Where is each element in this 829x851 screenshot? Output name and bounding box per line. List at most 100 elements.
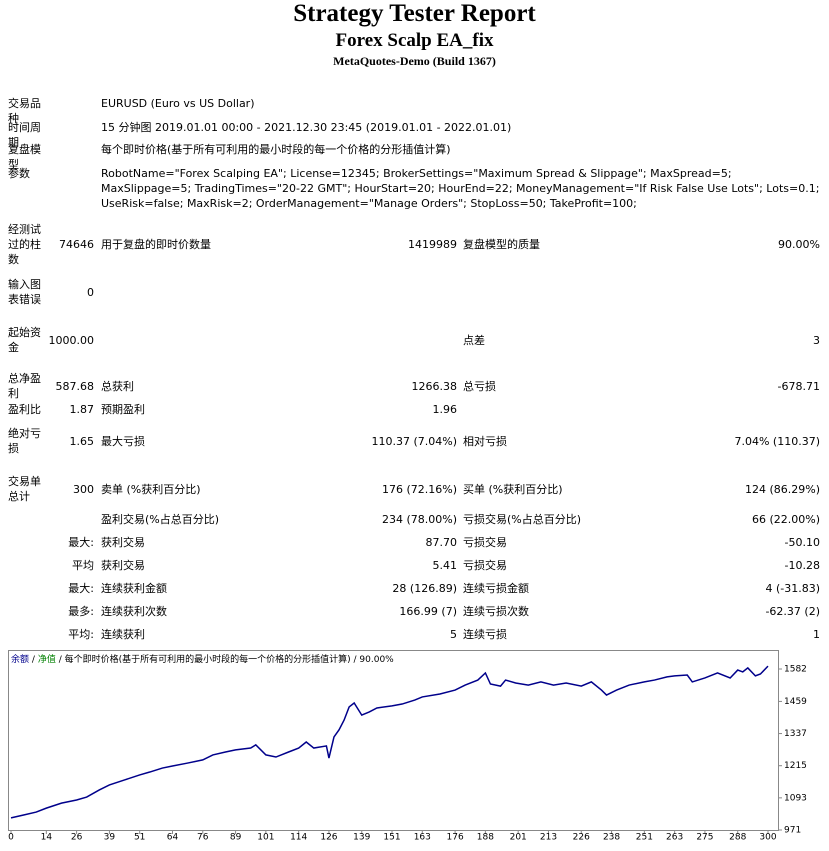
table-cell: 总净盈利: [8, 372, 41, 400]
y-tick-label: 971: [784, 826, 801, 836]
balance-chart: 971 1093 1215 1337 1459 1582 0 14 26 39 51 64 76 89 10…: [8, 650, 807, 843]
table-cell: 预期盈利: [101, 403, 145, 416]
table-cell: 平均: [72, 559, 94, 572]
table-cell: 15 分钟图 2019.01.01 00:00 - 2021.12.30 23:…: [101, 121, 512, 134]
build: MetaQuotes-Demo (Build 1367): [333, 54, 496, 68]
table-cell: EURUSD (Euro vs US Dollar): [101, 97, 255, 110]
table-cell: 亏损交易(%占总百分比): [463, 513, 582, 526]
y-tick-label: 1215: [784, 761, 807, 771]
legend-equity: 净值: [38, 653, 56, 665]
legend-separator: /: [59, 655, 63, 665]
x-tick-label: 163: [414, 833, 431, 843]
table-cell: 66 (22.00%): [751, 513, 820, 526]
table-cell: 1266.38: [411, 379, 458, 393]
table-cell: 90.00%: [778, 238, 820, 251]
table-cell: 1: [813, 628, 820, 641]
x-tick-label: 76: [197, 833, 209, 843]
table-cell: 连续亏损金额: [463, 582, 529, 595]
table-cell: 起始资金: [8, 326, 41, 354]
x-tick-label: 151: [383, 833, 400, 843]
table-cell: 获利交易: [101, 536, 145, 549]
table-cell: 每个即时价格(基于所有可利用的最小时段的每一个价格的分形插值计算): [101, 143, 451, 156]
table-cell: 7.04% (110.37): [734, 434, 820, 448]
table-cell: 亏损交易: [463, 559, 507, 572]
table-cell: 交易单总计: [8, 475, 41, 503]
x-tick-label: 226: [573, 833, 590, 843]
table-cell: 1000.00: [48, 333, 95, 347]
table-cell: 盈利比: [8, 403, 41, 416]
x-tick-label: 64: [167, 833, 179, 843]
table-cell: 连续获利金额: [101, 582, 167, 595]
x-tick-label: 188: [477, 833, 494, 843]
x-tick-label: 238: [603, 833, 620, 843]
x-tick-label: 0: [8, 833, 14, 843]
table-cell: 相对亏损: [463, 434, 507, 448]
x-tick-label: 89: [230, 833, 242, 843]
table-cell: 总获利: [101, 379, 134, 393]
table-cell: 166.99 (7): [399, 605, 457, 618]
table-cell: 连续亏损: [463, 628, 507, 641]
table-cell: 买单 (%获利百分比): [463, 482, 563, 496]
x-tick-label: 51: [134, 833, 145, 843]
x-tick-label: 201: [510, 833, 527, 843]
x-tick-label: 101: [257, 833, 274, 843]
table-cell: 总亏损: [463, 379, 496, 393]
x-tick-label: 39: [104, 833, 116, 843]
table-cell: 234 (78.00%): [381, 513, 457, 526]
table-cell: 卖单 (%获利百分比): [101, 482, 201, 496]
plot-frame: [8, 650, 779, 831]
x-tick-label: 251: [636, 833, 653, 843]
x-tick-label: 26: [71, 833, 83, 843]
x-tick-label: 275: [696, 833, 713, 843]
table-cell: 0: [87, 285, 94, 299]
table-cell: 点差: [463, 333, 485, 347]
legend: 余额 / 净值 / 每个即时价格(基于所有可利用的最小时段的每一个价格的分形插值…: [11, 653, 394, 665]
subtitle: Forex Scalp EA_fix: [335, 30, 494, 51]
table-cell: -62.37 (2): [765, 605, 820, 618]
table-cell: 时间周期: [8, 121, 41, 149]
table-cell: 5: [450, 628, 457, 641]
x-tick-label: 126: [320, 833, 337, 843]
table-cell: 输入图表错误: [8, 278, 41, 306]
table-cell: 连续获利次数: [101, 605, 167, 618]
table-cell: -678.71: [777, 379, 820, 393]
table-cell: 74646: [59, 238, 94, 251]
table-cell: 1.87: [69, 403, 95, 416]
table-cell: 用于复盘的即时价数量: [101, 238, 211, 251]
y-tick-label: 1093: [784, 793, 807, 803]
table-cell: 参数: [8, 167, 30, 180]
table-cell: 最大:: [68, 536, 94, 549]
y-tick-label: 1459: [784, 697, 807, 707]
legend-note: 每个即时价格(基于所有可利用的最小时段的每一个价格的分形插值计算) / 90.0…: [65, 653, 395, 665]
table-cell: 3: [813, 333, 820, 347]
table-cell: 绝对亏损: [8, 427, 41, 455]
legend-balance: 余额: [11, 653, 29, 665]
table-cell: 4 (-31.83): [765, 582, 820, 595]
table-cell: 124 (86.29%): [744, 482, 820, 496]
table-cell: 5.41: [432, 559, 458, 572]
table-cell: 交易品种: [8, 97, 41, 125]
x-tick-label: 300: [759, 833, 776, 843]
table-cell: 经测试过的柱数: [8, 223, 41, 266]
table-cell: 28 (126.89): [392, 582, 457, 595]
table-cell: 87.70: [425, 536, 458, 549]
table-cell: 1.65: [69, 434, 95, 448]
table-cell: 平均:: [68, 628, 94, 641]
x-tick-label: 288: [729, 833, 746, 843]
table-cell: 亏损交易: [463, 536, 507, 549]
table-cell: 最大亏损: [101, 434, 145, 448]
table-cell: 587.68: [55, 379, 95, 393]
table-cell: 1.96: [432, 403, 458, 416]
table-cell: RobotName="Forex Scalping EA"; License=1…: [101, 167, 820, 210]
table-cell: -10.28: [784, 559, 820, 572]
table-cell: 110.37 (7.04%): [371, 434, 457, 448]
table-cell: 176 (72.16%): [381, 482, 457, 496]
table-cell: 连续获利: [101, 628, 145, 641]
table-cell: -50.10: [784, 536, 820, 549]
table-cell: 盈利交易(%占总百分比): [101, 513, 220, 526]
table-cell: 300: [73, 482, 94, 496]
table-cell: 最大:: [68, 582, 94, 595]
title: Strategy Tester Report: [293, 0, 536, 27]
y-tick-label: 1337: [784, 729, 807, 739]
